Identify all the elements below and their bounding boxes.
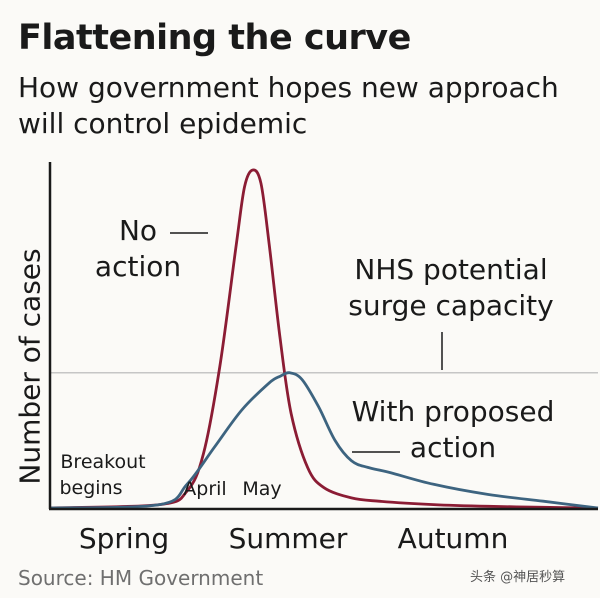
no-action-curve xyxy=(49,168,599,510)
proposed-action-curve xyxy=(49,371,599,510)
watermark: 头条 @神居秒算 xyxy=(470,570,566,585)
y-axis-label: Number of cases xyxy=(13,248,47,485)
april-label: April xyxy=(183,478,226,500)
source-note: Source: HM Government xyxy=(18,566,264,590)
breakout-label-line-2: begins xyxy=(59,477,122,499)
x-tick-label-summer: Summer xyxy=(229,522,348,555)
chart-subtitle: How government hopes new approach will c… xyxy=(18,71,559,140)
chart-title: Flattening the curve xyxy=(18,18,411,58)
capacity-label-line-1: NHS potential xyxy=(354,253,547,286)
capacity-label-line-2: surge capacity xyxy=(348,289,553,322)
x-tick-label-autumn: Autumn xyxy=(398,522,509,555)
no-action-label-line-1: No xyxy=(119,214,157,247)
proposed-label-line-1: With proposed xyxy=(352,395,555,428)
x-tick-label-spring: Spring xyxy=(79,522,169,555)
breakout-label-line-1: Breakout xyxy=(60,451,145,473)
may-label: May xyxy=(242,478,281,500)
no-action-label-line-2: action xyxy=(95,250,181,283)
proposed-label-line-2: action xyxy=(410,431,496,464)
